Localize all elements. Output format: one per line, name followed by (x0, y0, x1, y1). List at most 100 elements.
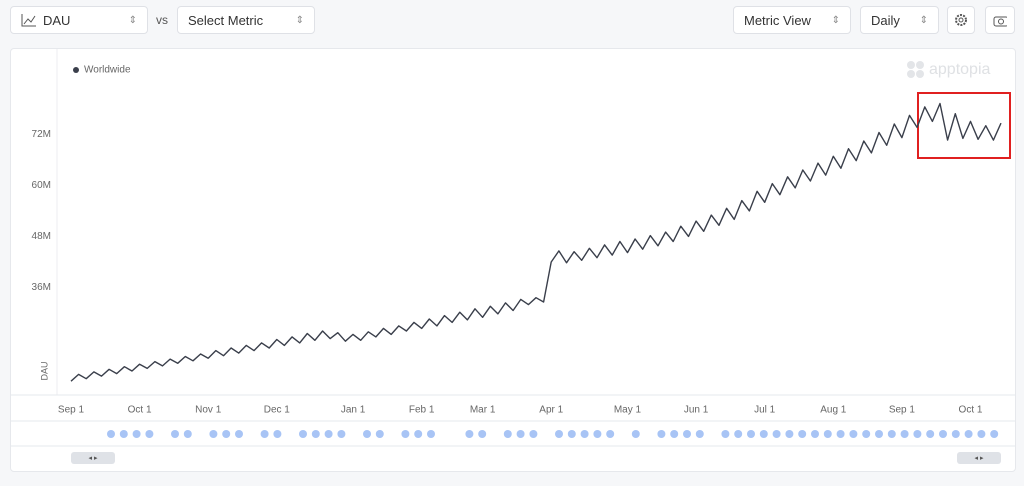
event-marker (324, 430, 333, 438)
camera-icon (993, 16, 1007, 26)
event-marker (171, 430, 179, 438)
event-marker (811, 430, 819, 438)
x-tick-label: Feb 1 (409, 405, 435, 416)
event-marker (311, 430, 320, 438)
event-marker (273, 430, 282, 438)
event-marker (631, 430, 640, 438)
watermark: apptopia (929, 61, 990, 78)
event-marker (606, 430, 615, 438)
series-line (70, 102, 1002, 382)
event-marker (747, 430, 755, 438)
settings-button[interactable] (947, 6, 975, 34)
metric-select[interactable]: DAU ⇕ (10, 6, 148, 34)
event-marker (183, 430, 192, 438)
x-tick-label: Sep 1 (889, 405, 916, 416)
event-marker (990, 430, 999, 438)
x-tick-label: Mar 1 (470, 405, 496, 416)
y-tick-label: 60M (32, 180, 51, 191)
event-marker (849, 430, 858, 438)
x-tick-label: Jun 1 (684, 405, 709, 416)
compare-label: Select Metric (188, 12, 264, 28)
event-marker (503, 430, 512, 438)
y-axis-label: DAU (39, 361, 49, 380)
x-tick-label: Jan 1 (341, 405, 366, 416)
scroll-left[interactable] (71, 452, 115, 464)
event-marker (913, 430, 922, 438)
highlight-box (917, 92, 1011, 159)
x-tick-label: Apr 1 (539, 405, 563, 416)
event-marker (427, 430, 435, 438)
event-marker (951, 430, 960, 438)
x-tick-label: Sep 1 (58, 405, 85, 416)
x-tick-label: Oct 1 (959, 405, 983, 416)
event-marker (670, 430, 679, 438)
x-tick-label: Nov 1 (195, 405, 222, 416)
event-marker (657, 430, 666, 438)
event-marker (926, 430, 935, 438)
chart: Worldwide apptopia DAU ◂ ▸ ◂ ▸ 36M 48M 60M… (11, 49, 1015, 464)
vs-label: vs (156, 13, 168, 27)
x-tick-label: Jul 1 (754, 405, 776, 416)
event-marker (836, 430, 845, 438)
event-marker (209, 430, 218, 438)
interval-select[interactable]: Daily ⇕ (860, 6, 939, 34)
event-marker (414, 430, 423, 438)
event-marker (823, 430, 832, 438)
event-marker (593, 430, 602, 438)
x-tick-label: Oct 1 (128, 405, 152, 416)
scroll-right[interactable] (957, 452, 1001, 464)
interval-label: Daily (871, 12, 900, 28)
event-marker (119, 430, 128, 438)
event-marker (798, 430, 807, 438)
event-marker (465, 430, 474, 438)
event-marker (401, 430, 410, 438)
gear-icon (955, 14, 967, 26)
event-marker (222, 430, 231, 438)
event-marker (721, 430, 730, 438)
y-tick-label: 48M (32, 231, 51, 242)
view-select[interactable]: Metric View ⇕ (733, 6, 851, 34)
event-marker (964, 430, 973, 438)
chart-card: Worldwide apptopia DAU ◂ ▸ ◂ ▸ 36M 48M 60M… (10, 48, 1016, 472)
event-marker (862, 430, 871, 438)
event-marker (900, 430, 909, 438)
y-tick-label: 72M (32, 129, 51, 140)
event-marker (939, 430, 947, 438)
event-marker (887, 430, 896, 438)
scroll-arrows: ◂ ▸ (975, 455, 984, 462)
event-marker (580, 430, 589, 438)
watermark-logo (907, 61, 924, 78)
x-tick-label: Dec 1 (264, 405, 291, 416)
y-tick-label: 36M (32, 282, 51, 293)
x-tick-label: May 1 (614, 405, 642, 416)
scroll-arrows: ◂ ▸ (89, 455, 98, 462)
event-marker (337, 430, 346, 438)
event-marker (299, 430, 307, 438)
event-marker (260, 430, 269, 438)
event-marker (375, 430, 384, 438)
event-marker (785, 430, 794, 438)
event-marker (363, 430, 371, 438)
event-marker (875, 430, 883, 438)
event-marker (759, 430, 768, 438)
event-marker (977, 430, 986, 438)
event-marker (734, 430, 743, 438)
event-marker (529, 430, 538, 438)
camera-button[interactable] (985, 6, 1015, 34)
metric-label: DAU (43, 12, 71, 28)
compare-select[interactable]: Select Metric ⇕ (177, 6, 315, 34)
event-marker (107, 430, 115, 438)
chart-icon (21, 14, 36, 27)
event-marker (555, 430, 563, 438)
event-marker (695, 430, 704, 438)
view-label: Metric View (744, 12, 811, 28)
event-marker (567, 430, 576, 438)
x-tick-label: Aug 1 (820, 405, 847, 416)
event-marker (235, 430, 243, 438)
event-marker (772, 430, 781, 438)
event-marker (516, 430, 525, 438)
legend-label: Worldwide (84, 65, 131, 76)
legend-dot (73, 67, 79, 73)
event-marker (145, 430, 154, 438)
